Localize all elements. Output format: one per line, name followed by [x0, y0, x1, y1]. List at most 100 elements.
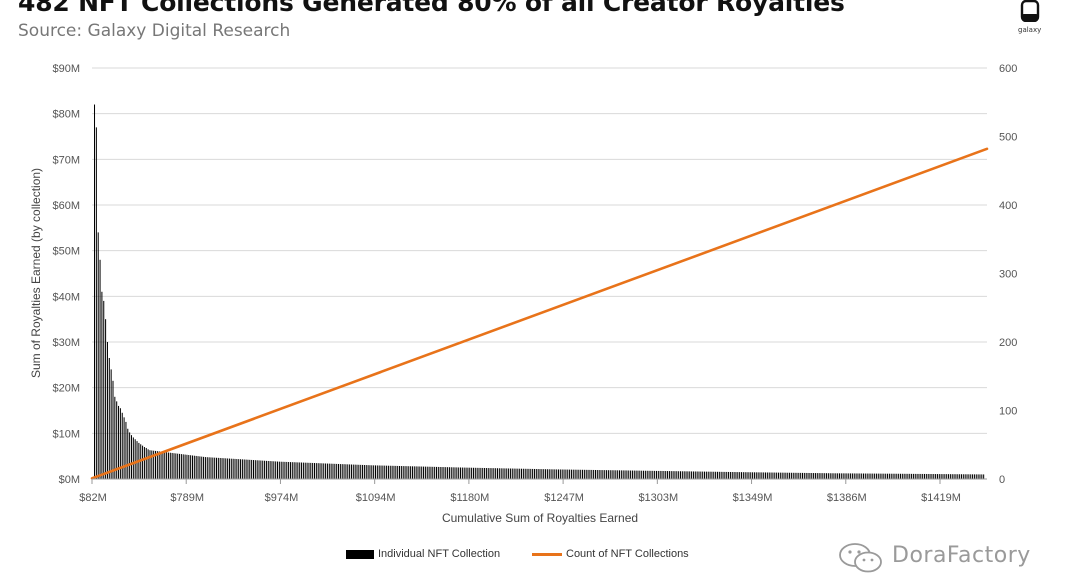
bar-mark [110, 369, 112, 479]
bar-mark [635, 470, 637, 479]
bar-mark [264, 460, 266, 479]
bar-mark [885, 473, 887, 479]
bar-mark [127, 428, 129, 479]
bar-mark [951, 474, 953, 479]
bar-mark [949, 474, 951, 479]
bar-mark [611, 470, 613, 479]
bar-mark [545, 469, 547, 479]
bar-mark [456, 467, 458, 479]
bar-mark [149, 450, 151, 479]
bar-mark [983, 474, 985, 479]
bar-mark [424, 466, 426, 479]
bar-mark [293, 462, 295, 479]
bar-mark [661, 470, 663, 479]
bar-mark [228, 458, 230, 479]
bar-mark [700, 471, 702, 479]
bar-mark [659, 470, 661, 479]
bar-mark [899, 473, 901, 479]
bar-mark [698, 471, 700, 479]
line-series [90, 147, 989, 480]
bar-mark [336, 463, 338, 479]
bar-mark [426, 466, 428, 479]
bar-mark [785, 472, 787, 479]
bar-mark [835, 473, 837, 479]
bar-mark [313, 463, 315, 479]
bar-mark [670, 471, 672, 479]
bar-mark [204, 457, 206, 479]
bar-mark [948, 474, 950, 479]
legend-label-bars: Individual NFT Collection [378, 548, 501, 560]
bar-mark [537, 469, 539, 479]
bar-mark [842, 473, 844, 479]
bar-mark [715, 471, 717, 479]
bar-mark [765, 472, 767, 479]
bar-mark [323, 463, 325, 479]
bar-mark [532, 468, 534, 479]
bar-mark [334, 463, 336, 479]
bar-mark [400, 466, 402, 479]
bar-mark [622, 470, 624, 479]
bar-mark [286, 461, 288, 479]
bar-mark [434, 466, 436, 479]
bar-mark [572, 469, 574, 479]
bar-mark [363, 465, 365, 479]
bar-mark [737, 472, 739, 479]
bar-mark [177, 453, 179, 479]
bar-mark [132, 437, 134, 479]
bar-mark [227, 458, 229, 479]
bar-mark [210, 457, 212, 479]
bar-mark [772, 472, 774, 479]
bar-mark [282, 461, 284, 479]
bar-mark [702, 471, 704, 479]
x-tick-label: $789M [170, 492, 204, 504]
bar-mark [598, 470, 600, 479]
y-tick-label: $30M [52, 337, 80, 349]
bar-mark [735, 472, 737, 479]
bar-mark [252, 460, 254, 479]
bar-mark [136, 441, 138, 479]
bar-mark [859, 473, 861, 479]
bar-mark [705, 471, 707, 479]
bar-mark [851, 473, 853, 479]
bar-mark [467, 467, 469, 479]
bar-mark [474, 467, 476, 479]
chart-subtitle: Source: Galaxy Digital Research [18, 21, 291, 41]
bar-mark [203, 456, 205, 479]
bar-mark [326, 463, 328, 479]
bar-mark [108, 357, 110, 479]
bar-mark [330, 463, 332, 479]
bar-mark [306, 462, 308, 479]
bar-mark [147, 449, 149, 479]
bar-mark [291, 462, 293, 479]
bar-mark [933, 474, 935, 479]
bar-mark [602, 470, 604, 479]
bar-mark [421, 466, 423, 479]
bar-mark [979, 474, 981, 479]
bar-mark [668, 471, 670, 479]
bar-mark [981, 474, 983, 479]
bar-mark [360, 464, 362, 479]
bar-mark [569, 469, 571, 479]
bar-mark [790, 472, 792, 479]
bar-mark [487, 468, 489, 479]
bar-mark [241, 459, 243, 479]
legend-line-swatch [532, 552, 562, 556]
bar-mark [570, 469, 572, 479]
bar-mark [850, 473, 852, 479]
bar-mark [432, 466, 434, 479]
bar-mark [583, 469, 585, 479]
bar-mark [343, 464, 345, 479]
bar-mark [106, 342, 108, 479]
bar-mark [506, 468, 508, 479]
bar-mark [975, 474, 977, 479]
bar-mark [463, 467, 465, 479]
bar-mark [121, 412, 123, 479]
bar-mark [594, 469, 596, 479]
bar-mark [374, 465, 376, 479]
bar-mark [380, 465, 382, 479]
bar-mark [752, 472, 754, 479]
bar-mark [389, 465, 391, 479]
bar-mark [777, 472, 779, 479]
y-tick-label: $60M [52, 200, 80, 212]
